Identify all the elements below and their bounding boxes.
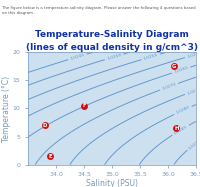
Text: 1.0290: 1.0290: [188, 138, 200, 150]
Text: F: F: [82, 103, 86, 108]
Text: H: H: [174, 126, 179, 131]
Y-axis label: Temperature (°C): Temperature (°C): [2, 75, 11, 142]
Text: 1.0255: 1.0255: [143, 53, 159, 61]
Text: D: D: [43, 123, 47, 128]
Text: The figure below is a temperature-salinity diagram. Please answer the following : The figure below is a temperature-salini…: [2, 6, 196, 15]
Title: Temperature-Salinity Diagram
(lines of equal density in g/cm^3): Temperature-Salinity Diagram (lines of e…: [26, 30, 198, 52]
Text: 1.0260: 1.0260: [186, 51, 200, 59]
Text: E: E: [49, 154, 52, 159]
Text: 1.0245: 1.0245: [70, 53, 85, 61]
X-axis label: Salinity (PSU): Salinity (PSU): [86, 179, 138, 187]
Text: G: G: [171, 64, 176, 69]
Text: 1.0250: 1.0250: [106, 53, 122, 61]
Text: 1.0275: 1.0275: [186, 86, 200, 96]
Text: 1.0285: 1.0285: [173, 124, 188, 136]
Text: 1.0270: 1.0270: [161, 82, 177, 91]
Text: 1.0265: 1.0265: [173, 66, 189, 74]
Text: 1.0280: 1.0280: [175, 105, 191, 115]
